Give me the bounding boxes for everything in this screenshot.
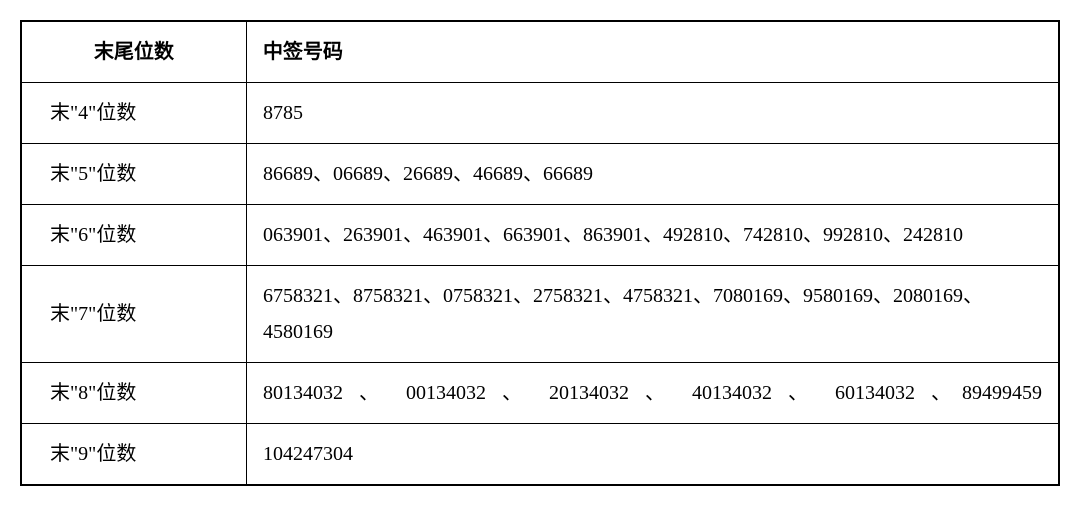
row-value: 80134032 、 00134032 、 20134032 、 4013403… — [247, 363, 1060, 424]
row-label: 末"7"位数 — [21, 266, 247, 363]
table-row: 末"6"位数 063901、263901、463901、663901、86390… — [21, 205, 1059, 266]
row-label: 末"4"位数 — [21, 83, 247, 144]
header-winning-numbers: 中签号码 — [247, 21, 1060, 83]
row-label: 末"6"位数 — [21, 205, 247, 266]
table-row: 末"5"位数 86689、06689、26689、46689、66689 — [21, 144, 1059, 205]
row-value: 8785 — [247, 83, 1060, 144]
lottery-table: 末尾位数 中签号码 末"4"位数 8785 末"5"位数 86689、06689… — [20, 20, 1060, 486]
table-row: 末"4"位数 8785 — [21, 83, 1059, 144]
table-row: 末"7"位数 6758321、8758321、0758321、2758321、4… — [21, 266, 1059, 363]
row-label: 末"5"位数 — [21, 144, 247, 205]
row-value: 6758321、8758321、0758321、2758321、4758321、… — [247, 266, 1060, 363]
row-label: 末"8"位数 — [21, 363, 247, 424]
table-row: 末"9"位数 104247304 — [21, 424, 1059, 486]
table-row: 末"8"位数 80134032 、 00134032 、 20134032 、 … — [21, 363, 1059, 424]
row-label: 末"9"位数 — [21, 424, 247, 486]
row-value: 063901、263901、463901、663901、863901、49281… — [247, 205, 1060, 266]
header-trailing-digits: 末尾位数 — [21, 21, 247, 83]
row-value: 104247304 — [247, 424, 1060, 486]
table-header-row: 末尾位数 中签号码 — [21, 21, 1059, 83]
row-value: 86689、06689、26689、46689、66689 — [247, 144, 1060, 205]
